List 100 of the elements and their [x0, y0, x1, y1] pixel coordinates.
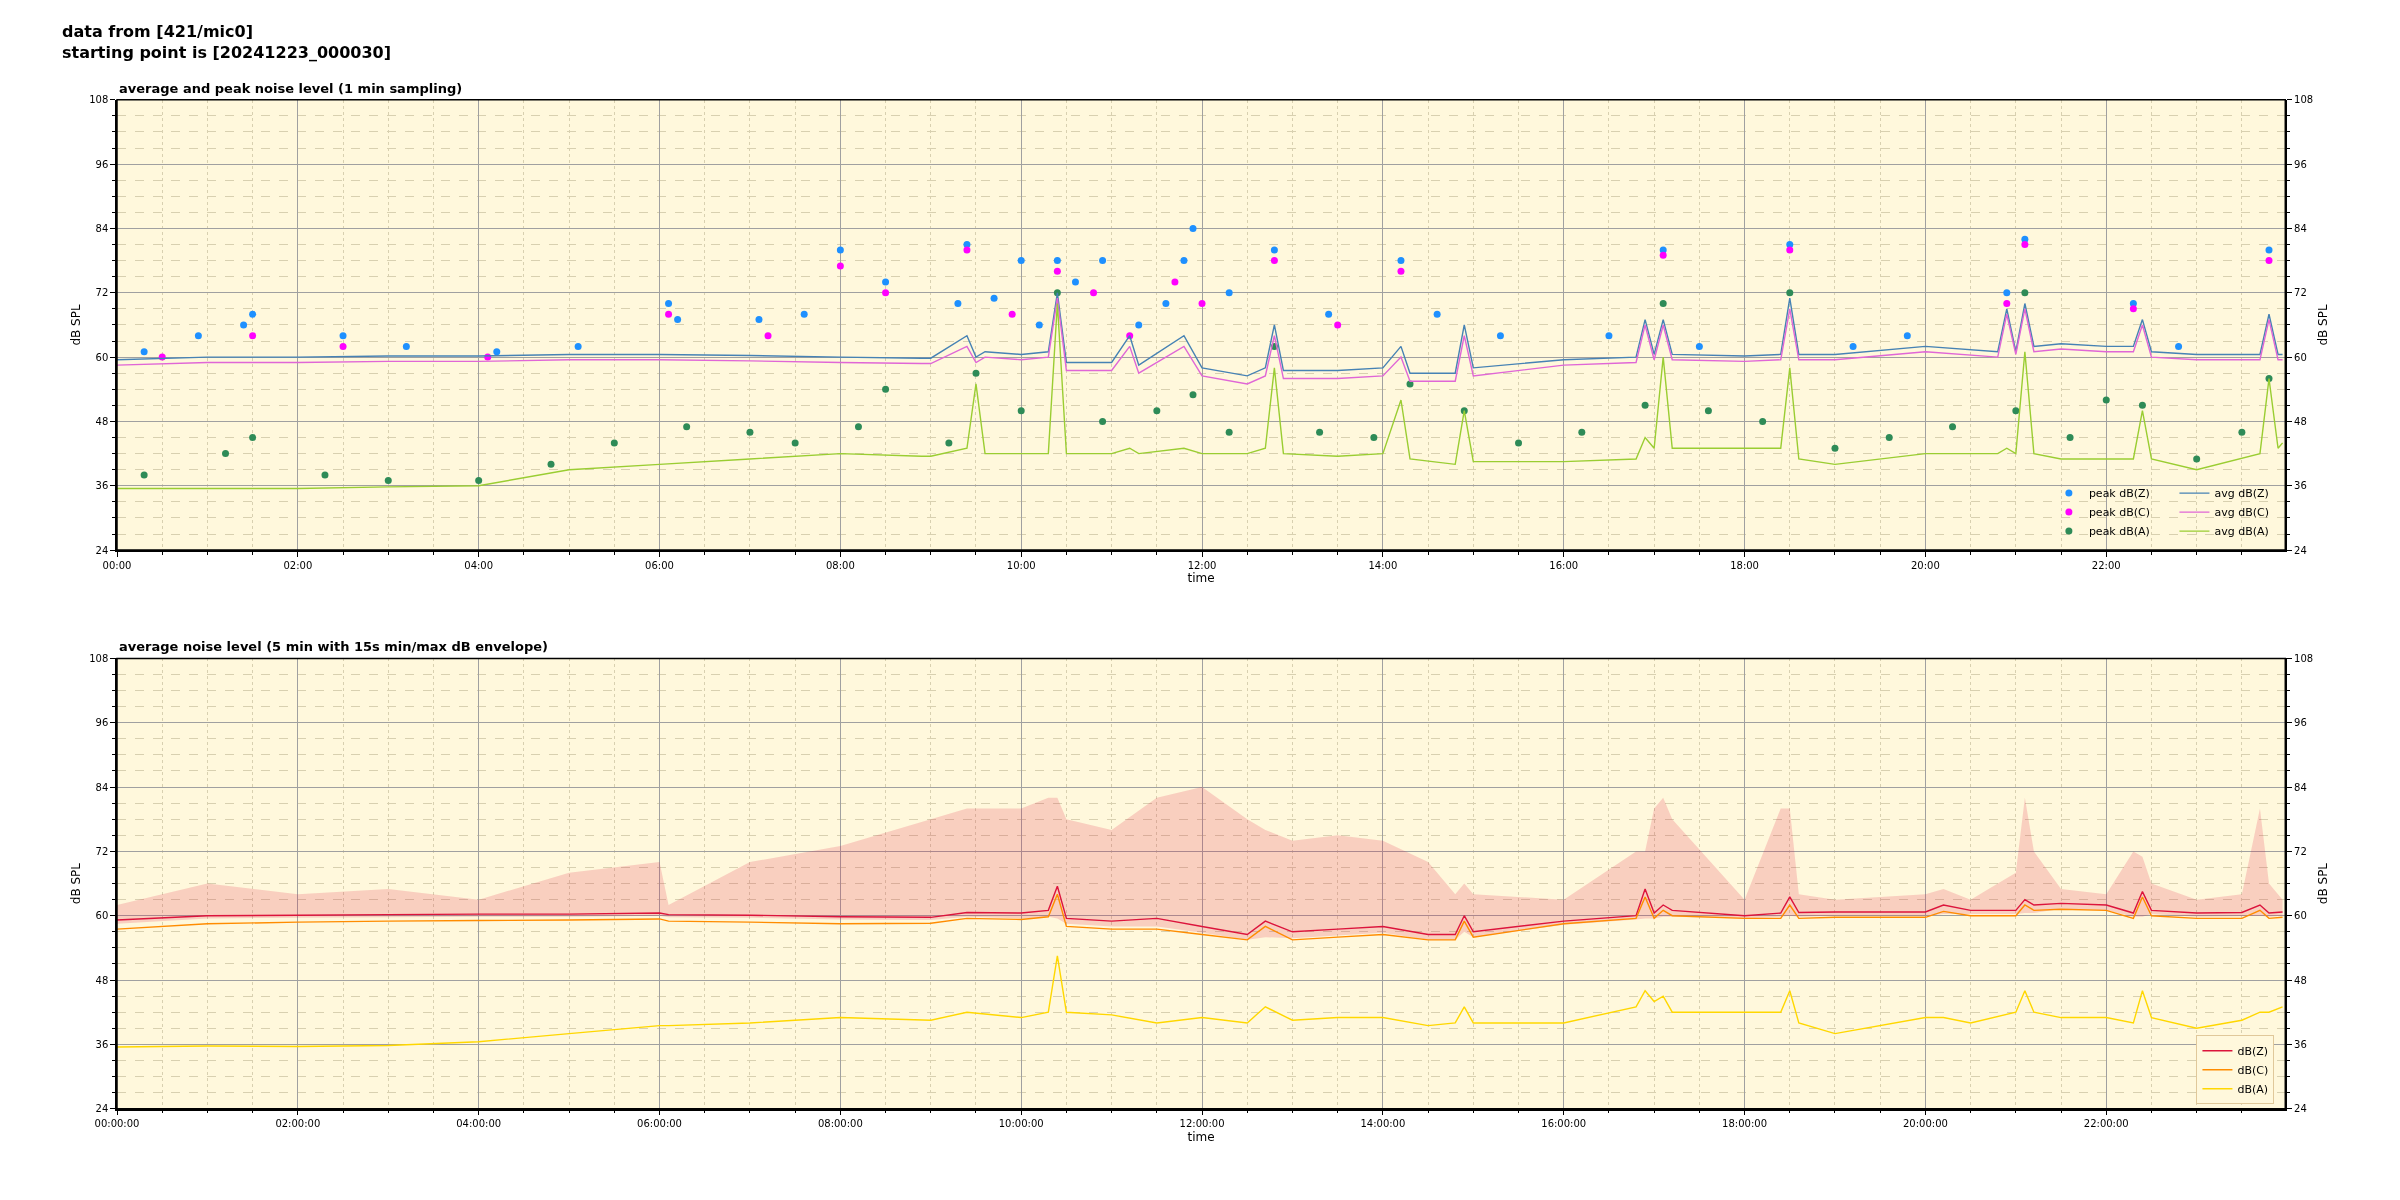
y2-tick-label: 48 — [2294, 415, 2307, 427]
point — [1704, 407, 1712, 415]
y-tick-label: 24 — [95, 1103, 109, 1115]
x-tick-label: 12:00:00 — [1179, 1118, 1225, 1130]
y2-tick-label: 84 — [2294, 781, 2307, 793]
x-axis-title: time — [1187, 1129, 1215, 1144]
point — [854, 423, 862, 431]
point — [2138, 401, 2146, 409]
point — [882, 385, 890, 393]
x-tick-label: 00:00:00 — [94, 1118, 140, 1130]
point — [1786, 289, 1794, 297]
point — [764, 332, 772, 340]
point — [882, 289, 890, 297]
x-tick-label: 02:00:00 — [275, 1118, 321, 1130]
y2-tick-label: 72 — [2294, 845, 2307, 857]
point — [683, 423, 691, 431]
point — [1071, 278, 1079, 286]
text: data from [421/mic0] starting point is [20241223_000030] — [62, 22, 392, 62]
point — [1515, 439, 1523, 447]
point — [945, 439, 953, 447]
point — [1180, 257, 1188, 265]
point — [1189, 391, 1197, 399]
x-tick-label: 06:00 — [645, 559, 674, 571]
x-tick-label: 10:00 — [1006, 559, 1036, 571]
point — [1949, 423, 1957, 431]
point — [1659, 251, 1667, 259]
y2-tick-label: 24 — [2294, 1103, 2307, 1115]
y2-tick-label: 60 — [2294, 351, 2307, 363]
y2-tick-label: 72 — [2294, 287, 2307, 299]
point — [755, 316, 763, 324]
y2-axis-title: dB SPL — [2315, 862, 2330, 905]
point — [1225, 428, 1233, 436]
x-tick-label: 04:00 — [464, 559, 494, 571]
point — [2265, 257, 2273, 265]
point — [791, 439, 799, 447]
x-tick-label: 04:00:00 — [456, 1118, 502, 1130]
x-tick-label: 00:00 — [102, 559, 132, 571]
point — [1433, 310, 1441, 318]
y-tick-label: 24 — [95, 544, 109, 556]
legend-label: dB(Z) — [2237, 1044, 2269, 1058]
legend-label: avg dB(Z) — [2214, 487, 2269, 501]
x-tick-label: 16:00 — [1549, 559, 1579, 571]
point — [475, 476, 483, 484]
x-tick-label: 02:00 — [283, 559, 313, 571]
point — [665, 300, 673, 308]
point — [963, 246, 971, 254]
line-series — [117, 893, 2284, 941]
y-tick-label: 72 — [95, 845, 109, 857]
x-tick-label: 14:00:00 — [1360, 1118, 1406, 1130]
legend-label: avg dB(C) — [2214, 506, 2269, 520]
y2-tick-label: 24 — [2294, 544, 2307, 556]
line-series — [117, 885, 2284, 936]
point — [1198, 300, 1206, 308]
line-series — [117, 955, 2284, 1048]
point — [610, 439, 618, 447]
point — [746, 428, 754, 436]
point — [1325, 310, 1333, 318]
y2-tick-label: 108 — [2294, 94, 2314, 106]
y2-tick-label: 36 — [2294, 1038, 2307, 1050]
point — [2265, 246, 2273, 254]
point — [1316, 428, 1324, 436]
point — [1035, 321, 1043, 329]
point — [1270, 246, 1278, 254]
point — [249, 434, 257, 442]
point — [1225, 289, 1233, 297]
point — [140, 471, 148, 479]
line-series — [117, 302, 2284, 490]
point — [1171, 278, 1179, 286]
y-tick-label: 108 — [89, 652, 109, 664]
x-tick-label: 18:00:00 — [1722, 1118, 1768, 1130]
x-tick-label: 06:00:00 — [637, 1118, 682, 1130]
x-tick-label: 14:00 — [1368, 559, 1398, 571]
chart-title: average and peak noise level (1 min sampling) — [119, 81, 463, 96]
legend-label: peak dB(Z) — [2088, 487, 2150, 501]
point — [800, 310, 808, 318]
point — [1053, 257, 1061, 265]
y-tick-label: 36 — [95, 480, 109, 492]
y-tick-label: 60 — [95, 351, 109, 363]
chart-title: average noise level (5 min with 15s min/max dB envelope) — [119, 639, 549, 654]
x-tick-label: 16:00:00 — [1541, 1118, 1587, 1130]
y2-tick-label: 96 — [2294, 158, 2307, 170]
point — [1605, 332, 1613, 340]
y-axis-title: dB SPL — [68, 862, 83, 905]
point — [574, 342, 582, 350]
point — [1162, 300, 1170, 308]
point — [2129, 305, 2137, 313]
point — [836, 262, 844, 270]
point — [972, 369, 980, 377]
point — [384, 476, 392, 484]
point — [1099, 257, 1107, 265]
x-tick-label: 22:00:00 — [2083, 1118, 2129, 1130]
point — [1578, 428, 1586, 436]
y-tick-label: 36 — [95, 1038, 109, 1050]
x-tick-label: 18:00 — [1730, 559, 1759, 571]
point — [1270, 257, 1278, 265]
point — [2175, 342, 2183, 350]
point — [1017, 257, 1025, 265]
point — [1099, 417, 1107, 425]
y-tick-label: 60 — [95, 910, 109, 922]
y2-tick-label: 48 — [2294, 974, 2307, 986]
